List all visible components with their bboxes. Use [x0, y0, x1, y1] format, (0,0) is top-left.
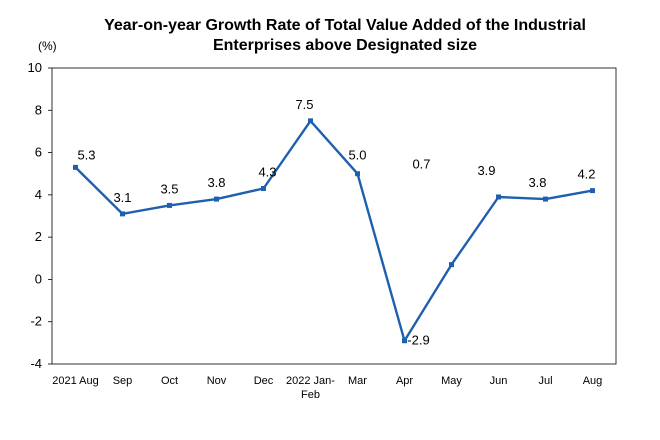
x-axis-labels: 2021 Aug Sep Oct Nov Dec 2022 Jan- Feb Mar Apr Ma…: [52, 375, 602, 401]
y-tick-label: 0: [35, 271, 42, 286]
y-tick-label: 8: [35, 102, 42, 117]
data-label: 3.9: [477, 163, 495, 178]
data-point: [308, 118, 313, 124]
data-point: [73, 164, 78, 170]
chart-title-line-2: Enterprises above Designated size: [213, 37, 477, 54]
chart-title-line-1: Year-on-year Growth Rate of Total Value …: [104, 17, 586, 34]
data-point: [590, 188, 595, 194]
x-tick-label: Apr: [396, 375, 413, 387]
data-labels: 5.3 3.1 3.5 3.8 4.3 7.5 5.0 -2.9 0.7 3.9 3.8 4.2: [77, 97, 595, 348]
data-label: 4.2: [577, 167, 595, 182]
data-label: 4.3: [258, 165, 276, 180]
data-label: 7.5: [295, 97, 313, 112]
data-point: [120, 211, 125, 217]
x-tick-label: Mar: [348, 375, 367, 387]
data-point: [449, 262, 454, 268]
x-tick-label: Dec: [254, 375, 274, 387]
data-point: [214, 196, 219, 202]
plot-area: [51, 67, 617, 365]
y-tick-label: -4: [30, 356, 42, 371]
data-point: [496, 194, 501, 200]
y-tick-label: 4: [35, 187, 42, 202]
y-axis-ticks: -4 -2 0 2 4 6 8 10: [28, 60, 52, 371]
y-unit-label: (%): [38, 39, 57, 53]
data-label: -2.9: [407, 333, 429, 348]
x-tick-label: Aug: [583, 375, 603, 387]
data-label: 0.7: [412, 157, 430, 172]
x-tick-label: Oct: [161, 375, 178, 387]
data-label: 3.5: [160, 181, 178, 196]
data-point: [355, 171, 360, 177]
x-tick-label: May: [441, 375, 462, 387]
x-tick-label: Feb: [301, 389, 320, 401]
x-tick-label: 2021 Aug: [52, 375, 99, 387]
x-tick-label: Sep: [113, 375, 133, 387]
series-line-group: [73, 118, 595, 344]
series-line: [74, 119, 593, 342]
x-tick-label: 2022 Jan-: [286, 375, 335, 387]
data-label: 3.8: [207, 175, 225, 190]
y-tick-label: 10: [28, 60, 42, 75]
data-label: 3.1: [113, 190, 131, 205]
y-tick-label: 2: [35, 229, 42, 244]
data-point: [261, 186, 266, 192]
y-tick-label: 6: [35, 145, 42, 160]
data-point: [543, 196, 548, 202]
x-tick-label: Nov: [207, 375, 227, 387]
x-tick-label: Jul: [538, 375, 552, 387]
data-label: 5.0: [348, 148, 366, 163]
x-tick-label: Jun: [490, 375, 508, 387]
data-point: [167, 202, 172, 208]
y-tick-label: -2: [30, 314, 42, 329]
data-label: 3.8: [528, 175, 546, 190]
data-label: 5.3: [77, 147, 95, 162]
data-point: [402, 338, 407, 344]
